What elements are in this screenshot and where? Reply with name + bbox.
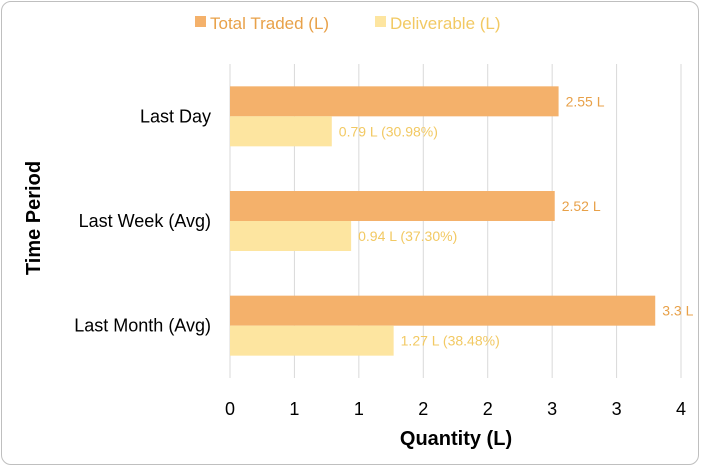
data-label: 1.27 L (38.48%) [401, 333, 500, 349]
data-label: 0.94 L (37.30%) [358, 228, 457, 244]
x-tick-label: 2 [418, 399, 428, 419]
y-axis-title: Time Period [23, 161, 45, 275]
category-labels: Last Day Last Week (Avg) Last Month (Avg) [74, 106, 211, 335]
data-labels: 2.55 L 0.79 L (30.98%) 2.52 L 0.94 L (37.30… [339, 93, 694, 348]
legend-swatch [195, 16, 206, 27]
category-label: Last Day [140, 106, 211, 126]
x-tick-label: 3 [547, 399, 557, 419]
bars [230, 86, 656, 356]
x-tick-label: 4 [676, 399, 686, 419]
x-tick-label: 3 [612, 399, 622, 419]
data-label: 3.3 L [662, 303, 693, 319]
bar-deliverable [230, 325, 394, 356]
x-tick-labels: 0 1 1 2 2 3 3 4 [225, 399, 686, 419]
bar-deliverable [230, 116, 332, 147]
x-axis-title: Quantity (L) [400, 428, 512, 450]
bar-deliverable [230, 221, 352, 251]
bar-total-traded [230, 191, 555, 221]
legend: Total Traded (L) Deliverable (L) [195, 14, 501, 33]
x-tick-label: 2 [483, 399, 493, 419]
data-label: 2.55 L [566, 93, 605, 109]
data-label: 2.52 L [562, 198, 601, 214]
legend-swatch [375, 16, 386, 27]
category-label: Last Week (Avg) [79, 211, 211, 231]
legend-label: Total Traded (L) [210, 14, 329, 33]
bar-total-traded [230, 295, 656, 326]
x-tick-label: 1 [289, 399, 299, 419]
bar-total-traded [230, 86, 559, 117]
x-tick-label: 0 [225, 399, 235, 419]
x-tick-label: 1 [354, 399, 364, 419]
data-label: 0.79 L (30.98%) [339, 123, 438, 139]
category-label: Last Month (Avg) [74, 316, 211, 336]
legend-label: Deliverable (L) [390, 14, 501, 33]
